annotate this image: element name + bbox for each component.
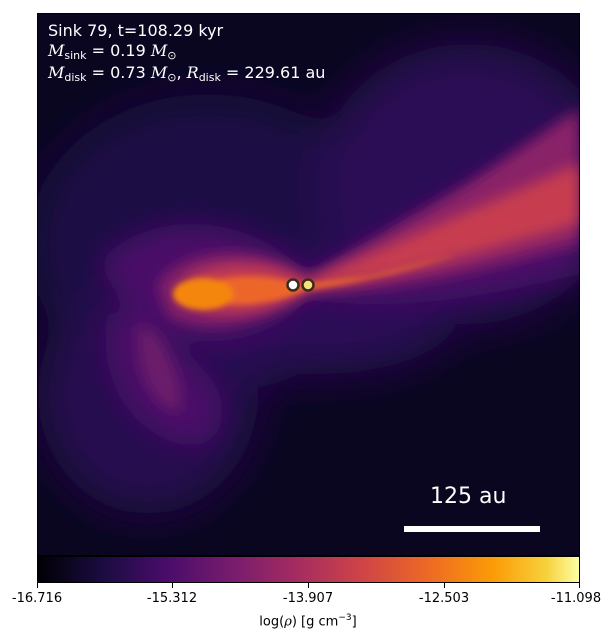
density-map: Sink 79, t=108.29 kyr Msink = 0.19 M⊙ Md… <box>37 13 580 556</box>
scalebar <box>404 526 540 532</box>
colorbar-tick <box>172 583 173 588</box>
colorbar-tick <box>444 583 445 588</box>
density-projection-image <box>38 14 579 555</box>
colorbar-tick-label: -15.312 <box>146 591 198 606</box>
colorbar-tick <box>37 583 38 588</box>
colorbar-tick-label: -13.907 <box>282 591 334 606</box>
colorbar-label: log(ρ) [g cm−3] <box>259 613 357 630</box>
scalebar-label: 125 au <box>430 484 507 509</box>
colorbar-tick <box>579 583 580 588</box>
colorbar <box>37 556 580 583</box>
sink-marker-1 <box>286 278 300 292</box>
colorbar-tick-label: -16.716 <box>11 591 63 606</box>
colorbar-tick <box>308 583 309 588</box>
sink-time-label: Sink 79, t=108.29 kyr <box>48 21 224 40</box>
sink-marker-2 <box>301 278 315 292</box>
sink-markers <box>286 278 315 292</box>
sink-mass-label: Msink = 0.19 M⊙ <box>48 41 177 62</box>
colorbar-tick-label: -12.503 <box>418 591 470 606</box>
colorbar-tick-label: -11.098 <box>550 591 602 606</box>
disk-properties-label: Mdisk = 0.73 M⊙, Rdisk = 229.61 au <box>48 63 326 84</box>
